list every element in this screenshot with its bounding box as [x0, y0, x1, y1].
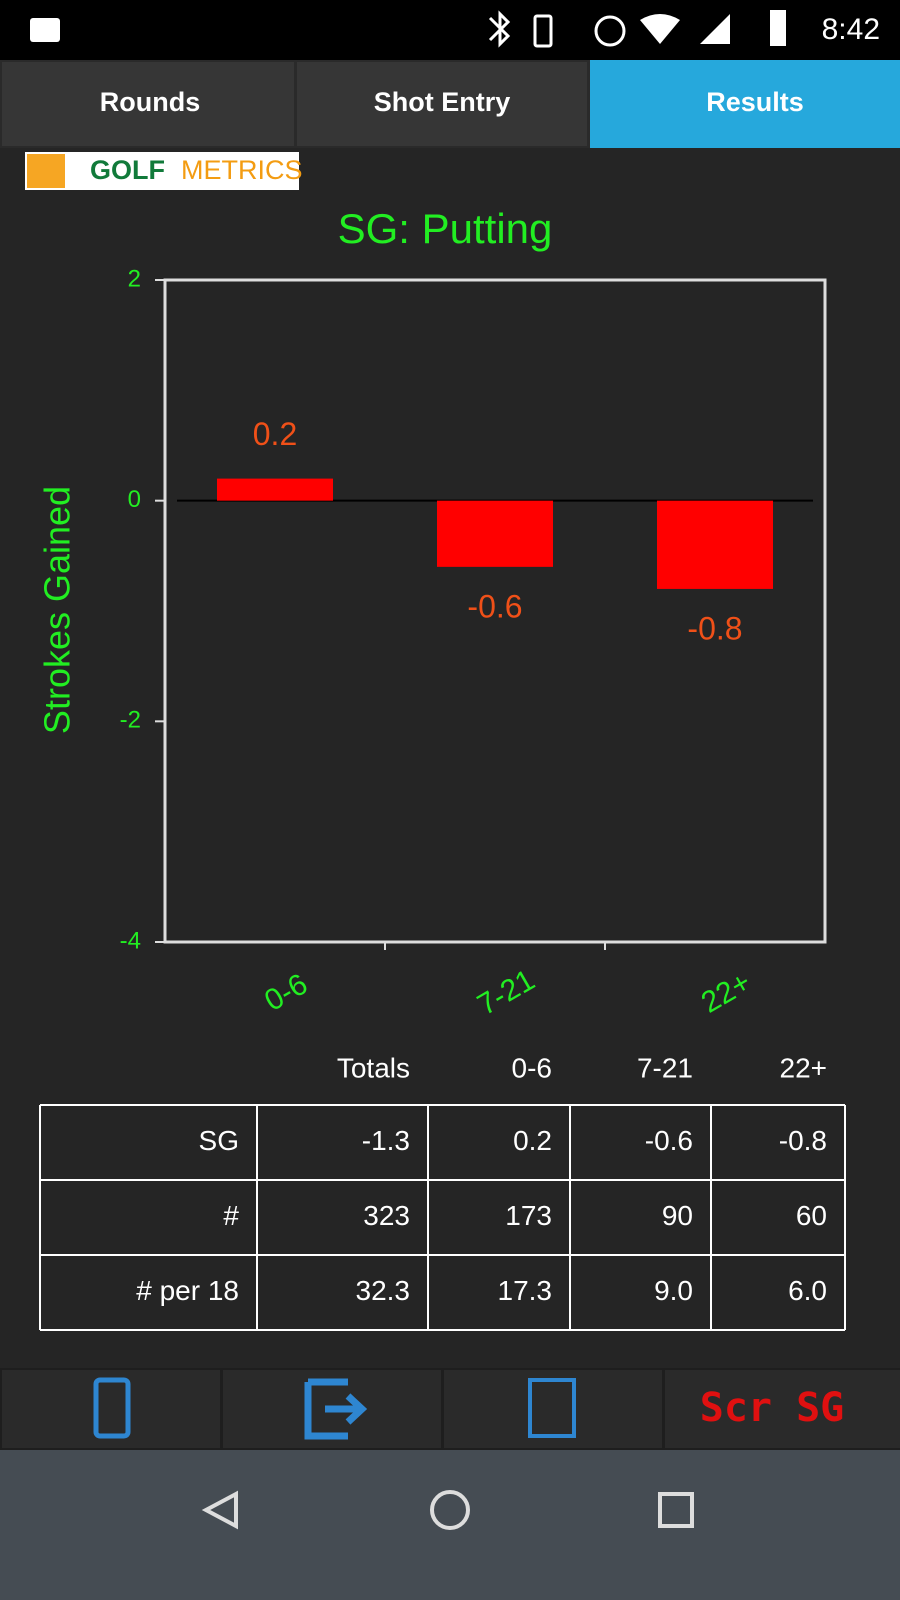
column-header: Totals	[337, 1052, 410, 1083]
y-tick-label: 0	[128, 486, 141, 513]
table-cell: 60	[796, 1200, 827, 1231]
tab-label[interactable]: Rounds	[100, 87, 201, 117]
table-cell: 17.3	[498, 1275, 553, 1306]
logo-icon	[27, 154, 65, 188]
stats-table: Totals 0-6 7-21 22+ SG -1.3 0.2 -0.6 -0.8 # 323 173…	[39, 1052, 846, 1331]
tab-shot-entry[interactable]	[297, 62, 587, 146]
table-cell: -0.6	[645, 1125, 693, 1156]
table-cell: 90	[662, 1200, 693, 1231]
x-tick-label: 0-6	[259, 968, 313, 1018]
table-cell: 173	[505, 1200, 552, 1231]
y-tick-label: 2	[128, 265, 141, 292]
status-bar	[0, 0, 900, 60]
plot-frame	[163, 278, 827, 944]
help-icon	[93, 1377, 131, 1439]
value-label: 0.2	[253, 416, 297, 452]
nav-bar	[0, 1450, 900, 1600]
value-label: -0.6	[467, 588, 522, 624]
x-tick-label: 22+	[696, 966, 757, 1020]
chart: SG: Putting Strokes Gained -4 -2 0 2 0.2 0-6 -…	[37, 205, 827, 1022]
scr-sg-label[interactable]: Scr SG	[700, 1385, 845, 1431]
signal-icon	[700, 14, 730, 44]
table-cell: 323	[363, 1200, 410, 1231]
column-header: 22+	[780, 1052, 828, 1083]
tab-label[interactable]: Shot Entry	[374, 87, 511, 117]
vibrate-icon	[533, 14, 553, 48]
table-cell: 32.3	[356, 1275, 411, 1306]
table-cell: 6.0	[788, 1275, 827, 1306]
recents-button[interactable]	[658, 1492, 694, 1528]
bar	[437, 500, 553, 567]
y-tick-label: -4	[120, 927, 141, 954]
wifi-icon	[640, 14, 680, 44]
table-cell: -1.3	[362, 1125, 410, 1156]
tab-rounds[interactable]	[2, 62, 294, 146]
bar	[657, 500, 773, 589]
home-button[interactable]	[430, 1490, 470, 1530]
row-header: # per 18	[136, 1275, 239, 1306]
battery-icon	[770, 10, 786, 46]
logo-metrics: METRICS	[181, 155, 303, 185]
x-tick-label: 7-21	[472, 963, 541, 1022]
back-button[interactable]	[201, 1490, 238, 1530]
column-header: 0-6	[512, 1052, 552, 1083]
tab-label[interactable]: Results	[706, 87, 804, 117]
bluetooth-icon	[488, 10, 511, 48]
alarm-icon	[594, 15, 626, 47]
y-tick-label: -2	[120, 707, 141, 734]
export-icon	[304, 1378, 368, 1440]
chart-title: SG: Putting	[338, 205, 553, 252]
row-header: #	[223, 1200, 239, 1231]
clock: 8:42	[822, 13, 880, 46]
image-icon	[30, 18, 60, 42]
scr-sg-button[interactable]	[665, 1370, 900, 1448]
y-axis-label: Strokes Gained	[37, 486, 78, 734]
logo-golf: GOLF	[90, 155, 165, 185]
table-cell: 0.2	[513, 1125, 552, 1156]
row-header: SG	[199, 1125, 239, 1156]
logo	[25, 152, 299, 190]
table-cell: 9.0	[654, 1275, 693, 1306]
tab-results[interactable]	[590, 60, 900, 148]
bar	[217, 478, 333, 501]
value-label: -0.8	[687, 610, 742, 646]
column-header: 7-21	[637, 1052, 693, 1083]
table-cell: -0.8	[779, 1125, 827, 1156]
report-icon	[528, 1378, 576, 1438]
